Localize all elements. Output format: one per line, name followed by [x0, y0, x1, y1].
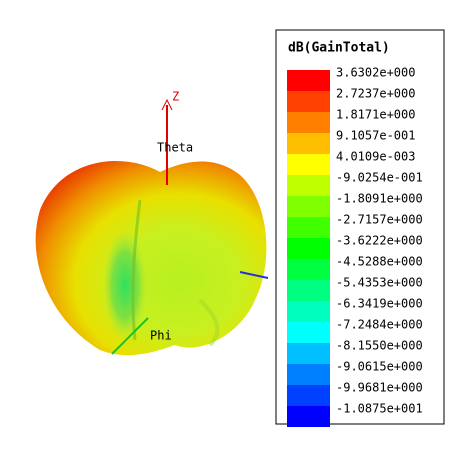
legend-swatch — [287, 406, 330, 427]
legend-swatch — [287, 301, 330, 322]
legend-swatch — [287, 175, 330, 196]
z-label: Z — [172, 90, 179, 104]
legend-swatch — [287, 322, 330, 343]
legend-swatch — [287, 385, 330, 406]
legend-swatch — [287, 343, 330, 364]
legend-swatch — [287, 91, 330, 112]
legend-swatch — [287, 70, 330, 91]
legend-label: -9.9681e+000 — [336, 381, 423, 395]
legend-swatch — [287, 217, 330, 238]
legend-label: -2.7157e+000 — [336, 213, 423, 227]
legend-swatch — [287, 133, 330, 154]
legend-label: -3.6222e+000 — [336, 234, 423, 248]
legend-swatch — [287, 364, 330, 385]
legend-label: 4.0109e-003 — [336, 150, 415, 164]
legend-label: -1.0875e+001 — [336, 402, 423, 416]
phi-label: Phi — [150, 329, 172, 343]
legend-label: 3.6302e+000 — [336, 66, 415, 80]
legend-swatch — [287, 154, 330, 175]
legend-label: 2.7237e+000 — [336, 87, 415, 101]
legend-swatch — [287, 259, 330, 280]
legend-label: -9.0254e-001 — [336, 171, 423, 185]
legend-label: -7.2484e+000 — [336, 318, 423, 332]
legend-label: -8.1550e+000 — [336, 339, 423, 353]
legend-swatch — [287, 280, 330, 301]
legend-label: -9.0615e+000 — [336, 360, 423, 374]
legend-label: -4.5288e+000 — [336, 255, 423, 269]
radiation-pattern — [35, 160, 267, 356]
legend-swatch — [287, 196, 330, 217]
legend-label: 1.8171e+000 — [336, 108, 415, 122]
legend-swatch — [287, 112, 330, 133]
legend-label: -6.3419e+000 — [336, 297, 423, 311]
axes: Z Theta Phi — [111, 90, 269, 355]
legend-title: dB(GainTotal) — [288, 41, 390, 56]
legend-label: 9.1057e-001 — [336, 129, 415, 143]
legend-swatch — [287, 238, 330, 259]
legend-label: -1.8091e+000 — [336, 192, 423, 206]
legend-label: -5.4353e+000 — [336, 276, 423, 290]
theta-label: Theta — [157, 141, 193, 155]
legend: dB(GainTotal) 3.6302e+000 2.7237e+000 1.81… — [275, 29, 445, 427]
